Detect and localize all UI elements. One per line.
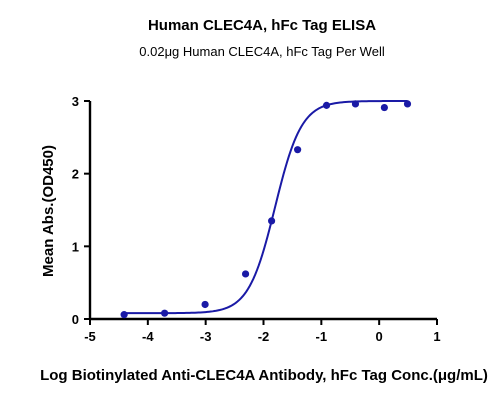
y-tick-label: 0: [72, 312, 79, 327]
fit-curve: [124, 100, 408, 315]
y-axis-label: Mean Abs.(OD450): [40, 145, 57, 277]
chart-title: Human CLEC4A, hFc Tag ELISA: [148, 17, 376, 34]
x-tick-label: 0: [376, 329, 383, 344]
data-point: [294, 146, 302, 154]
data-point: [403, 100, 412, 108]
y-tick-label: 2: [72, 167, 79, 182]
data-point: [120, 311, 128, 319]
data-point: [351, 100, 360, 108]
x-axis-label: Log Biotinylated Anti-CLEC4A Antibody, h…: [40, 367, 488, 384]
plot-area: -5 -4 -3 -2 -1 0 1 0 1 2 3: [72, 94, 441, 344]
chart-subtitle: 0.02μg Human CLEC4A, hFc Tag Per Well: [139, 44, 385, 59]
x-tick-label: -2: [258, 329, 270, 344]
data-point: [161, 309, 169, 317]
x-tick-label: -1: [316, 329, 328, 344]
data-point: [241, 270, 250, 278]
data-point: [201, 300, 209, 309]
y-tick-label: 3: [72, 94, 79, 109]
x-tick-label: -5: [84, 329, 96, 344]
data-point: [267, 217, 276, 225]
y-tick-label: 1: [72, 239, 79, 254]
x-tick-label: -3: [200, 329, 212, 344]
x-tick-label: 1: [433, 329, 440, 344]
data-point: [380, 103, 388, 112]
x-tick-label: -4: [142, 329, 154, 344]
data-point: [322, 101, 331, 109]
